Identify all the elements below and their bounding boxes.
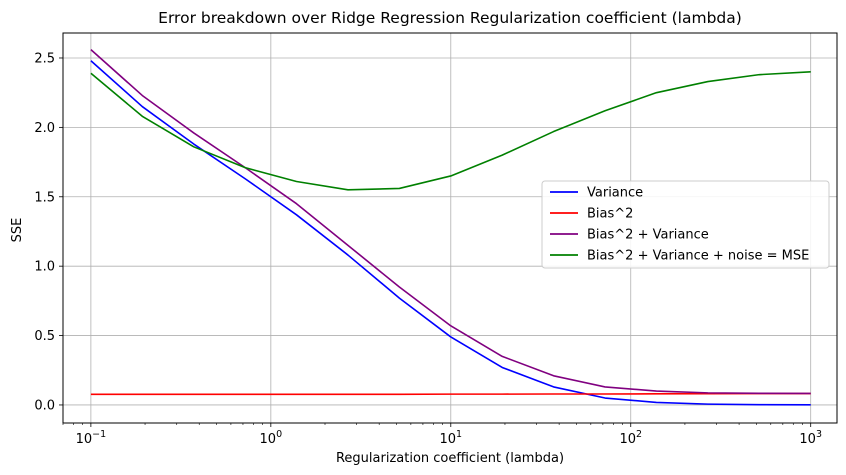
x-tick-label: 10−1 [76, 429, 107, 447]
legend-label: Bias^2 + Variance + noise = MSE [587, 249, 809, 264]
x-tick-label: 102 [619, 429, 642, 447]
legend-box [541, 180, 830, 269]
x-axis-label: Regularization coefficient (lambda) [336, 451, 564, 466]
plot-frame [62, 32, 838, 424]
legend-label: Bias^2 + Variance [587, 228, 709, 243]
series-line-3 [90, 49, 811, 395]
x-tick-label: 103 [799, 429, 822, 447]
y-tick-label: 1.0 [34, 260, 55, 275]
y-tick-label: 2.5 [34, 51, 55, 66]
y-axis: 0.0 0.5 1.0 1.5 2.0 2.5 [34, 51, 63, 413]
y-tick-label: 0.5 [34, 329, 55, 344]
chart-title: Error breakdown over Ridge Regression Re… [158, 9, 742, 27]
x-tick-label: 101 [439, 429, 462, 447]
y-tick-label: 1.5 [34, 190, 55, 205]
x-axis: 10−1 100 101 102 103 [62, 423, 822, 447]
series-line-2 [90, 392, 811, 396]
y-tick-label: 2.0 [34, 121, 55, 136]
series-line-4 [90, 71, 811, 191]
legend-label: Variance [587, 186, 643, 201]
y-axis-label: SSE [10, 218, 25, 243]
legend: Variance Bias^2 Bias^2 + Variance Bias^2 + … [541, 180, 830, 269]
legend-label: Bias^2 [587, 207, 633, 222]
y-tick-label: 0.0 [34, 398, 55, 413]
x-tick-label: 100 [260, 429, 283, 447]
series-line-1 [90, 60, 811, 406]
plot-lines [90, 49, 811, 406]
